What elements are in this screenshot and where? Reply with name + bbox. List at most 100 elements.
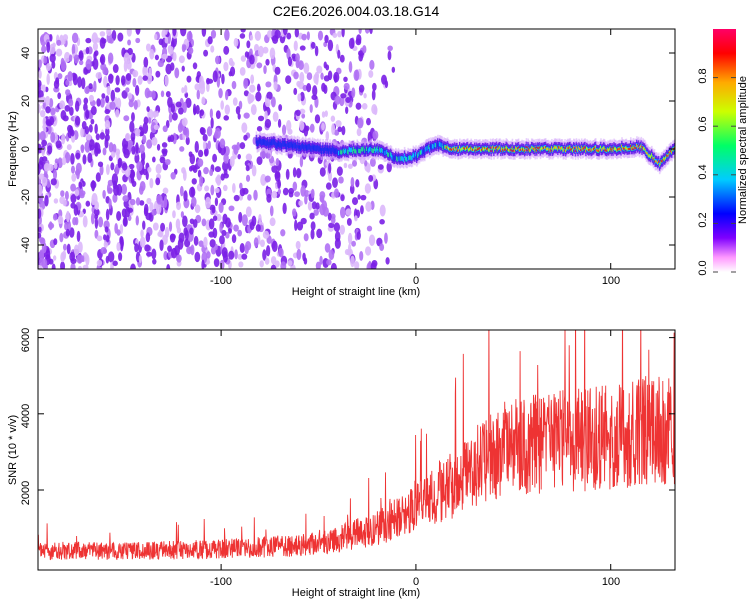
heatmap-cell: [38, 103, 41, 114]
heatmap-cell: [306, 31, 310, 41]
heatmap-cell: [546, 147, 549, 151]
heatmap-cell: [282, 29, 288, 36]
heatmap-cell: [232, 97, 238, 106]
snr-panel: 2000 4000 6000 -100 0 100 Height of stra…: [7, 328, 676, 599]
heatmap-cell: [56, 39, 62, 46]
heatmap-cell: [253, 237, 259, 248]
heatmap-cell: [164, 36, 169, 44]
heatmap-cell: [99, 31, 106, 37]
heatmap-cell: [362, 45, 367, 54]
heatmap-cell: [411, 155, 414, 160]
heatmap-cell: [381, 148, 384, 154]
heatmap-cell: [303, 144, 305, 151]
heatmap-cell: [143, 56, 149, 68]
heatmap-cell: [578, 146, 580, 149]
heatmap-cell: [333, 188, 339, 198]
heatmap-cell: [639, 146, 642, 149]
heatmap-cell: [107, 251, 115, 263]
heatmap-cell: [108, 198, 112, 210]
heatmap-cell: [636, 144, 638, 147]
heatmap-cell: [88, 124, 93, 133]
heatmap-cell: [486, 148, 488, 151]
heatmap-cell: [608, 148, 610, 152]
heatmap-cell: [358, 53, 363, 62]
heatmap-cell: [206, 251, 211, 259]
heatmap-cell: [299, 108, 306, 115]
heatmap-cell: [551, 149, 554, 152]
heatmap-cell: [38, 264, 42, 269]
heatmap-cell: [84, 86, 90, 94]
heatmap-cell: [69, 227, 75, 238]
heatmap-cell: [664, 158, 666, 161]
heatmap-cell: [525, 145, 528, 149]
heatmap-cell: [346, 218, 352, 226]
heatmap-cell: [153, 110, 157, 119]
heatmap-cell: [356, 145, 359, 152]
heatmap-cell: [238, 211, 243, 223]
heatmap-cell: [351, 159, 358, 167]
heatmap-cell: [280, 261, 287, 269]
heatmap-cell: [551, 146, 553, 150]
heatmap-cell: [48, 97, 54, 108]
heatmap-cell: [292, 181, 298, 192]
heatmap-cell: [371, 89, 376, 101]
heatmap-cell: [134, 243, 139, 253]
heatmap-cell: [115, 109, 120, 118]
heatmap-cell: [264, 118, 272, 129]
heatmap-cell: [249, 84, 256, 93]
heatmap-cell: [583, 146, 586, 149]
heatmap-cell: [584, 146, 587, 149]
heatmap-cell: [302, 142, 304, 149]
heatmap-cell: [386, 162, 392, 173]
heatmap-cell: [660, 159, 663, 163]
heatmap-cell: [140, 229, 144, 238]
heatmap-cell: [61, 39, 66, 45]
heatmap-cell: [319, 255, 323, 265]
heatmap-cell: [200, 127, 206, 136]
heatmap-cell: [432, 144, 435, 149]
heatmap-cell: [110, 162, 115, 171]
heatmap-cell: [330, 262, 337, 269]
heatmap-cell: [280, 141, 282, 148]
heatmap-cell: [181, 65, 185, 72]
heatmap-cell: [370, 144, 373, 151]
heatmap-cell: [214, 243, 218, 251]
heatmap-cell: [102, 147, 107, 156]
heatmap-cell: [134, 84, 140, 96]
heatmap-cell: [434, 142, 437, 148]
heatmap-cell: [270, 138, 273, 145]
heatmap-cell: [425, 145, 428, 152]
heatmap-cell: [357, 117, 364, 129]
heatmap-cell: [260, 138, 262, 145]
heatmap-cell: [309, 104, 313, 113]
heatmap-cell: [387, 45, 393, 52]
heatmap-cell: [222, 160, 229, 172]
heatmap-cell: [245, 174, 251, 182]
heatmap-cell: [371, 103, 378, 115]
heatmap-cell: [441, 143, 444, 148]
heatmap-cell: [318, 146, 321, 153]
heatmap-cell: [154, 54, 159, 61]
heatmap-cell: [61, 156, 67, 166]
heatmap-cell: [350, 255, 355, 268]
heatmap-cell: [88, 109, 92, 120]
heatmap-cell: [620, 148, 622, 152]
heatmap-cell: [306, 145, 309, 152]
heatmap-cell: [257, 115, 265, 122]
heatmap-cell: [459, 146, 461, 149]
heatmap-cell: [539, 148, 542, 152]
heatmap-cell: [454, 148, 457, 152]
heatmap-cell: [219, 222, 223, 234]
heatmap-cell: [180, 29, 187, 37]
heatmap-cell: [603, 146, 606, 150]
heatmap-cell: [419, 150, 422, 155]
heatmap-cell: [369, 146, 372, 152]
heatmap-cell: [123, 115, 130, 122]
heatmap-cell: [48, 221, 53, 231]
heatmap-cell: [39, 130, 46, 141]
heatmap-cell: [297, 145, 300, 152]
heatmap-cell: [651, 153, 653, 157]
heatmap-cell: [161, 29, 166, 39]
heatmap-cell: [402, 157, 405, 162]
heatmap-cell: [484, 146, 487, 150]
